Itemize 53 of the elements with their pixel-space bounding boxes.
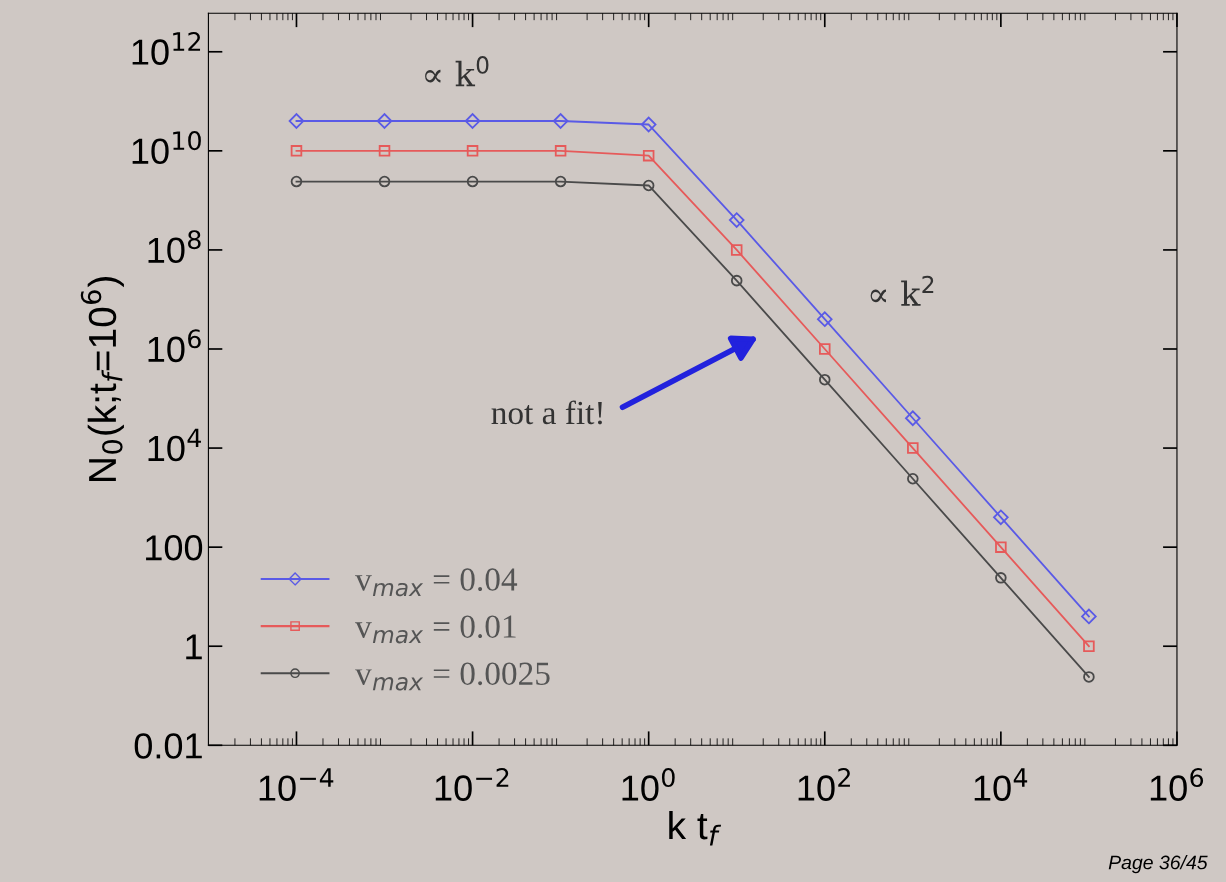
y-tick-label: 10$^{12}$ [132, 32, 201, 65]
point [376, 113, 393, 129]
point [816, 311, 833, 327]
point [730, 244, 743, 256]
point [378, 145, 391, 157]
point [995, 541, 1007, 553]
point [818, 343, 831, 355]
point [554, 145, 567, 157]
point [554, 175, 567, 188]
point [642, 149, 655, 162]
text: Page 36/45 [1108, 855, 1208, 874]
x-tick-label: 10$^{6}$ [1150, 767, 1204, 801]
point [642, 179, 655, 192]
point [288, 113, 305, 129]
point [730, 274, 743, 287]
point [995, 572, 1007, 584]
point [907, 442, 919, 454]
point [378, 175, 391, 188]
point [464, 113, 481, 129]
point [290, 175, 303, 188]
x-tick-label: 10$^{2}$ [798, 767, 850, 801]
point [290, 145, 303, 157]
y-tick-label: 10$^{6}$ [148, 329, 201, 363]
point [1083, 640, 1095, 652]
annotation: not a fit! [491, 400, 602, 425]
point [907, 473, 919, 485]
x-axis-title: k t$_{f}$ [669, 810, 722, 846]
y-tick-label: 10$^{8}$ [148, 230, 201, 264]
point [1081, 608, 1097, 625]
point [466, 175, 479, 188]
point [640, 116, 657, 133]
x-tick-label: 10$^{−2}$ [435, 767, 509, 801]
y-tick-label: 100 [146, 535, 203, 561]
legend-label: v$_{max}$ = 0.01 [355, 615, 516, 644]
annotation: ∝ k$^{0}$ [425, 56, 489, 87]
point [818, 373, 831, 386]
legend-label: v$_{max}$ = 0.04 [355, 568, 518, 597]
legend-label: v$_{max}$ = 0.0025 [355, 662, 550, 691]
x-tick-label: 10$^{0}$ [622, 767, 675, 801]
point [905, 410, 921, 427]
y-tick-label: 0.01 [134, 733, 202, 759]
point [728, 212, 745, 228]
y-tick-label: 10$^{10}$ [132, 131, 201, 165]
point [1083, 671, 1095, 683]
point [552, 113, 569, 129]
point [466, 145, 479, 157]
y-tick-label: 10$^{4}$ [148, 428, 201, 462]
x-tick-label: 10$^{4}$ [974, 768, 1028, 801]
y-axis-title: N$_{0}$(k;t$_{f}$=10$^{6}$) [80, 276, 124, 481]
x-tick-label: 10$^{−4}$ [259, 768, 334, 801]
y-tick-label: 1 [186, 634, 202, 660]
point [993, 509, 1009, 526]
annotation: ∝ k$^{2}$ [870, 275, 934, 306]
